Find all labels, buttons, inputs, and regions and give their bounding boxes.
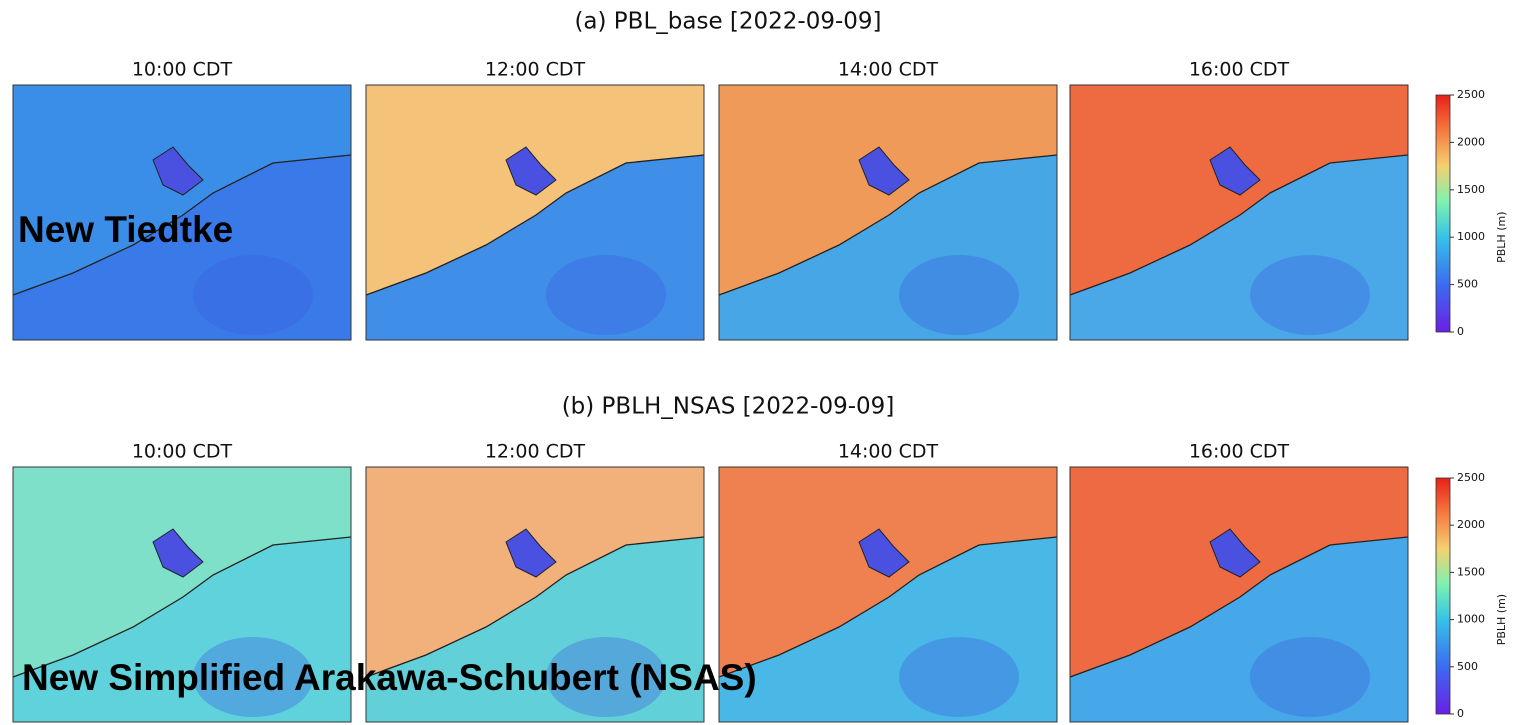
map-title: 12:00 CDT bbox=[485, 441, 586, 463]
colorbar-tick-label: 2500 bbox=[1457, 471, 1485, 484]
cloud-patch bbox=[899, 255, 1019, 335]
colorbar-tick-label: 1000 bbox=[1457, 613, 1485, 626]
colorbar-tick-label: 2000 bbox=[1457, 135, 1485, 148]
map-panel: 12:00 CDT bbox=[366, 59, 704, 341]
map-panel: 16:00 CDT bbox=[1070, 441, 1408, 723]
colorbar-tick-label: 500 bbox=[1457, 660, 1478, 673]
map-title: 10:00 CDT bbox=[132, 59, 233, 81]
colorbar-label: PBLH (m) bbox=[1495, 212, 1508, 263]
colorbar bbox=[1436, 95, 1450, 332]
cloud-patch bbox=[193, 255, 313, 335]
map-title: 16:00 CDT bbox=[1189, 441, 1290, 463]
cloud-patch bbox=[899, 637, 1019, 717]
colorbar-tick-label: 500 bbox=[1457, 278, 1478, 291]
map-panel: 14:00 CDT bbox=[719, 59, 1057, 341]
map-title: 14:00 CDT bbox=[838, 59, 939, 81]
cloud-patch bbox=[1250, 255, 1370, 335]
colorbar-label: PBLH (m) bbox=[1495, 594, 1508, 645]
map-title: 16:00 CDT bbox=[1189, 59, 1290, 81]
map-panel: 10:00 CDT bbox=[13, 59, 351, 341]
map-title: 10:00 CDT bbox=[132, 441, 233, 463]
map-title: 14:00 CDT bbox=[838, 441, 939, 463]
colorbar-tick-label: 1500 bbox=[1457, 183, 1485, 196]
map-title: 12:00 CDT bbox=[485, 59, 586, 81]
map-panel: 14:00 CDT bbox=[719, 441, 1057, 723]
colorbar-tick-label: 1500 bbox=[1457, 565, 1485, 578]
colorbar-tick-label: 1000 bbox=[1457, 230, 1485, 243]
row-title: (b) PBLH_NSAS [2022-09-09] bbox=[562, 394, 895, 420]
cloud-patch bbox=[546, 255, 666, 335]
colorbar bbox=[1436, 478, 1450, 714]
model-label: New Simplified Arakawa-Schubert (NSAS) bbox=[22, 657, 757, 698]
cloud-patch bbox=[1250, 637, 1370, 717]
model-label: New Tiedtke bbox=[18, 209, 233, 250]
figure: (a) PBL_base [2022-09-09] 10:00 CDT 12:00 … bbox=[0, 0, 1513, 725]
colorbar-tick-label: 2500 bbox=[1457, 88, 1485, 101]
map-panel: 16:00 CDT bbox=[1070, 59, 1408, 341]
colorbar-tick-label: 2000 bbox=[1457, 518, 1485, 531]
colorbar-tick-label: 0 bbox=[1457, 707, 1464, 720]
colorbar-tick-label: 0 bbox=[1457, 325, 1464, 338]
row-title: (a) PBL_base [2022-09-09] bbox=[574, 9, 881, 35]
